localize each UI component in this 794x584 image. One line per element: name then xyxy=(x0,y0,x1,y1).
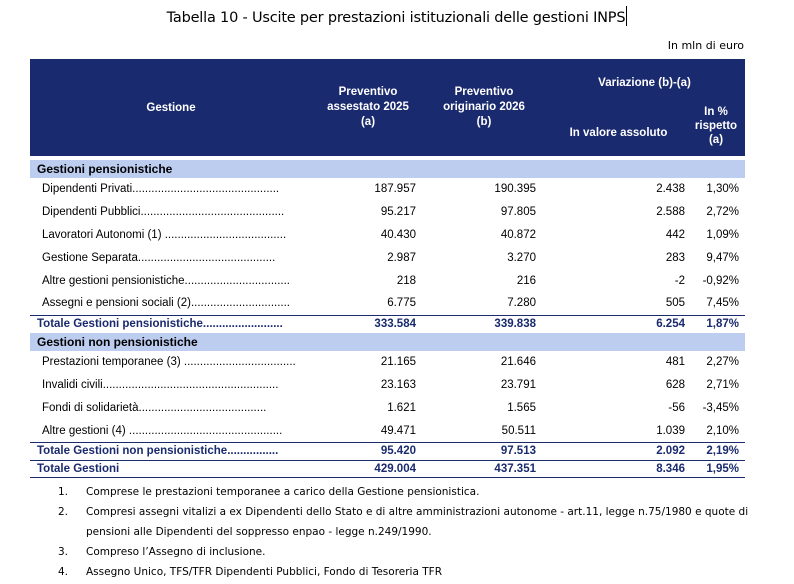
footnote: 2. Compresi assegni vitalizi a ex Dipende… xyxy=(58,506,749,538)
table-row: Gestione Separata.......................… xyxy=(42,251,739,264)
header-prev-2026: Preventivo originario 2026 (b) xyxy=(443,86,525,128)
section-total-row: Totale Gestioni non pensionistiche......… xyxy=(30,441,745,461)
footnote: 3. Compreso l’Assegno di inclusione. xyxy=(58,546,266,558)
text-cursor xyxy=(626,6,628,26)
table-row: Assegni e pensioni sociali (2)..........… xyxy=(42,297,739,310)
header-prev-2025: Preventivo assestato 2025 (a) xyxy=(327,86,409,128)
footnote: 4. Assegno Unico, TFS/TFR Dipendenti Pubb… xyxy=(58,566,442,578)
header-gestione: Gestione xyxy=(146,101,196,114)
section-header: Gestioni non pensionistiche xyxy=(30,332,745,351)
footnote: 1. Comprese le prestazioni temporanee a c… xyxy=(58,486,480,498)
table-header: Gestione Preventivo assestato 2025 (a) Pre… xyxy=(30,59,745,156)
table-row: Dipendenti Pubblici.....................… xyxy=(42,206,739,219)
footnotes: 1. Comprese le prestazioni temporanee a c… xyxy=(58,482,758,582)
unit-label: In mln di euro xyxy=(667,39,744,52)
table-body: Gestioni pensionistiche Dipendenti Priva… xyxy=(30,156,745,478)
table-row: Lavoratori Autonomi (1) ................… xyxy=(42,228,739,241)
header-valore-assoluto: In valore assoluto xyxy=(569,126,668,139)
expenditure-table: Gestione Preventivo assestato 2025 (a) Pre… xyxy=(30,59,745,478)
header-percent: In % rispetto (a) xyxy=(694,105,738,146)
section-header: Gestioni pensionistiche xyxy=(30,160,745,178)
table-row: Fondi di solidarietà....................… xyxy=(42,401,739,414)
table-row: Invalidi civili.........................… xyxy=(42,378,739,391)
table-title: Tabella 10 - Uscite per prestazioni isti… xyxy=(0,6,794,26)
header-variazione: Variazione (b)-(a) xyxy=(598,77,691,89)
table-row: Altre gestioni pensionistiche...........… xyxy=(42,274,739,287)
grand-total-row: Totale Gestioni 429.004 437.351 8.346 1,95% xyxy=(30,459,745,478)
table-row: Altre gestioni (4) .....................… xyxy=(42,424,739,437)
table-row: Prestazioni temporanee (3) .............… xyxy=(42,356,739,369)
section-total-row: Totale Gestioni pensionistiche..........… xyxy=(30,314,745,333)
table-row: Dipendenti Privati......................… xyxy=(42,183,739,196)
